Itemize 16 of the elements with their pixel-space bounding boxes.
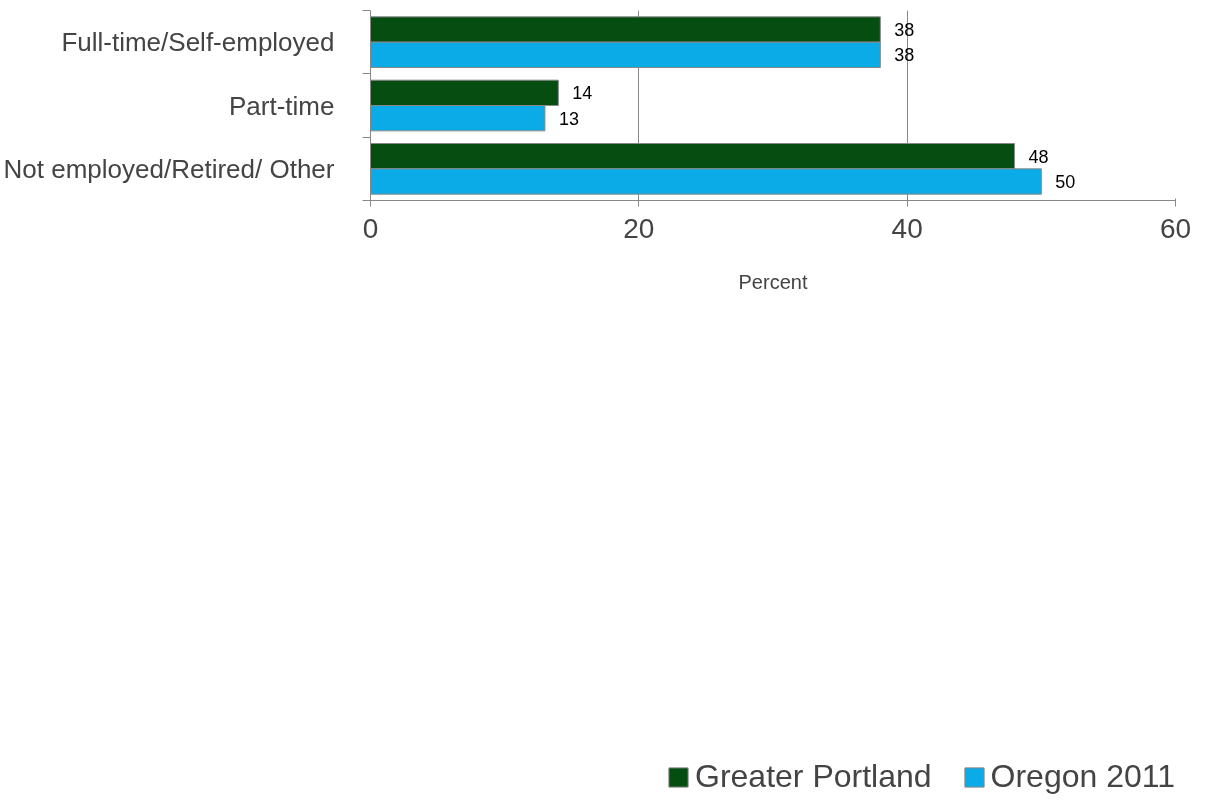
x-axis-title: Percent (738, 270, 808, 293)
y-tick-label: Part-time (229, 90, 335, 121)
x-tick-label: 20 (623, 212, 655, 244)
x-tick-label: 60 (1159, 212, 1192, 244)
data-label: 13 (558, 108, 579, 129)
x-tick-label: 40 (891, 212, 923, 244)
x-tick-label: 0 (362, 212, 379, 244)
legend-label: Greater Portland (695, 758, 932, 795)
y-tick-label: Not employed/Retired/ Other (3, 153, 335, 184)
legend-label: Oregon 2011 (990, 758, 1175, 795)
data-label: 14 (572, 83, 593, 104)
data-label: 50 (1055, 172, 1076, 192)
y-tick-label: Full-time/Self-employed (61, 27, 335, 58)
data-label: 38 (894, 45, 915, 66)
data-label: 48 (1028, 146, 1049, 167)
data-label: 38 (894, 20, 915, 40)
